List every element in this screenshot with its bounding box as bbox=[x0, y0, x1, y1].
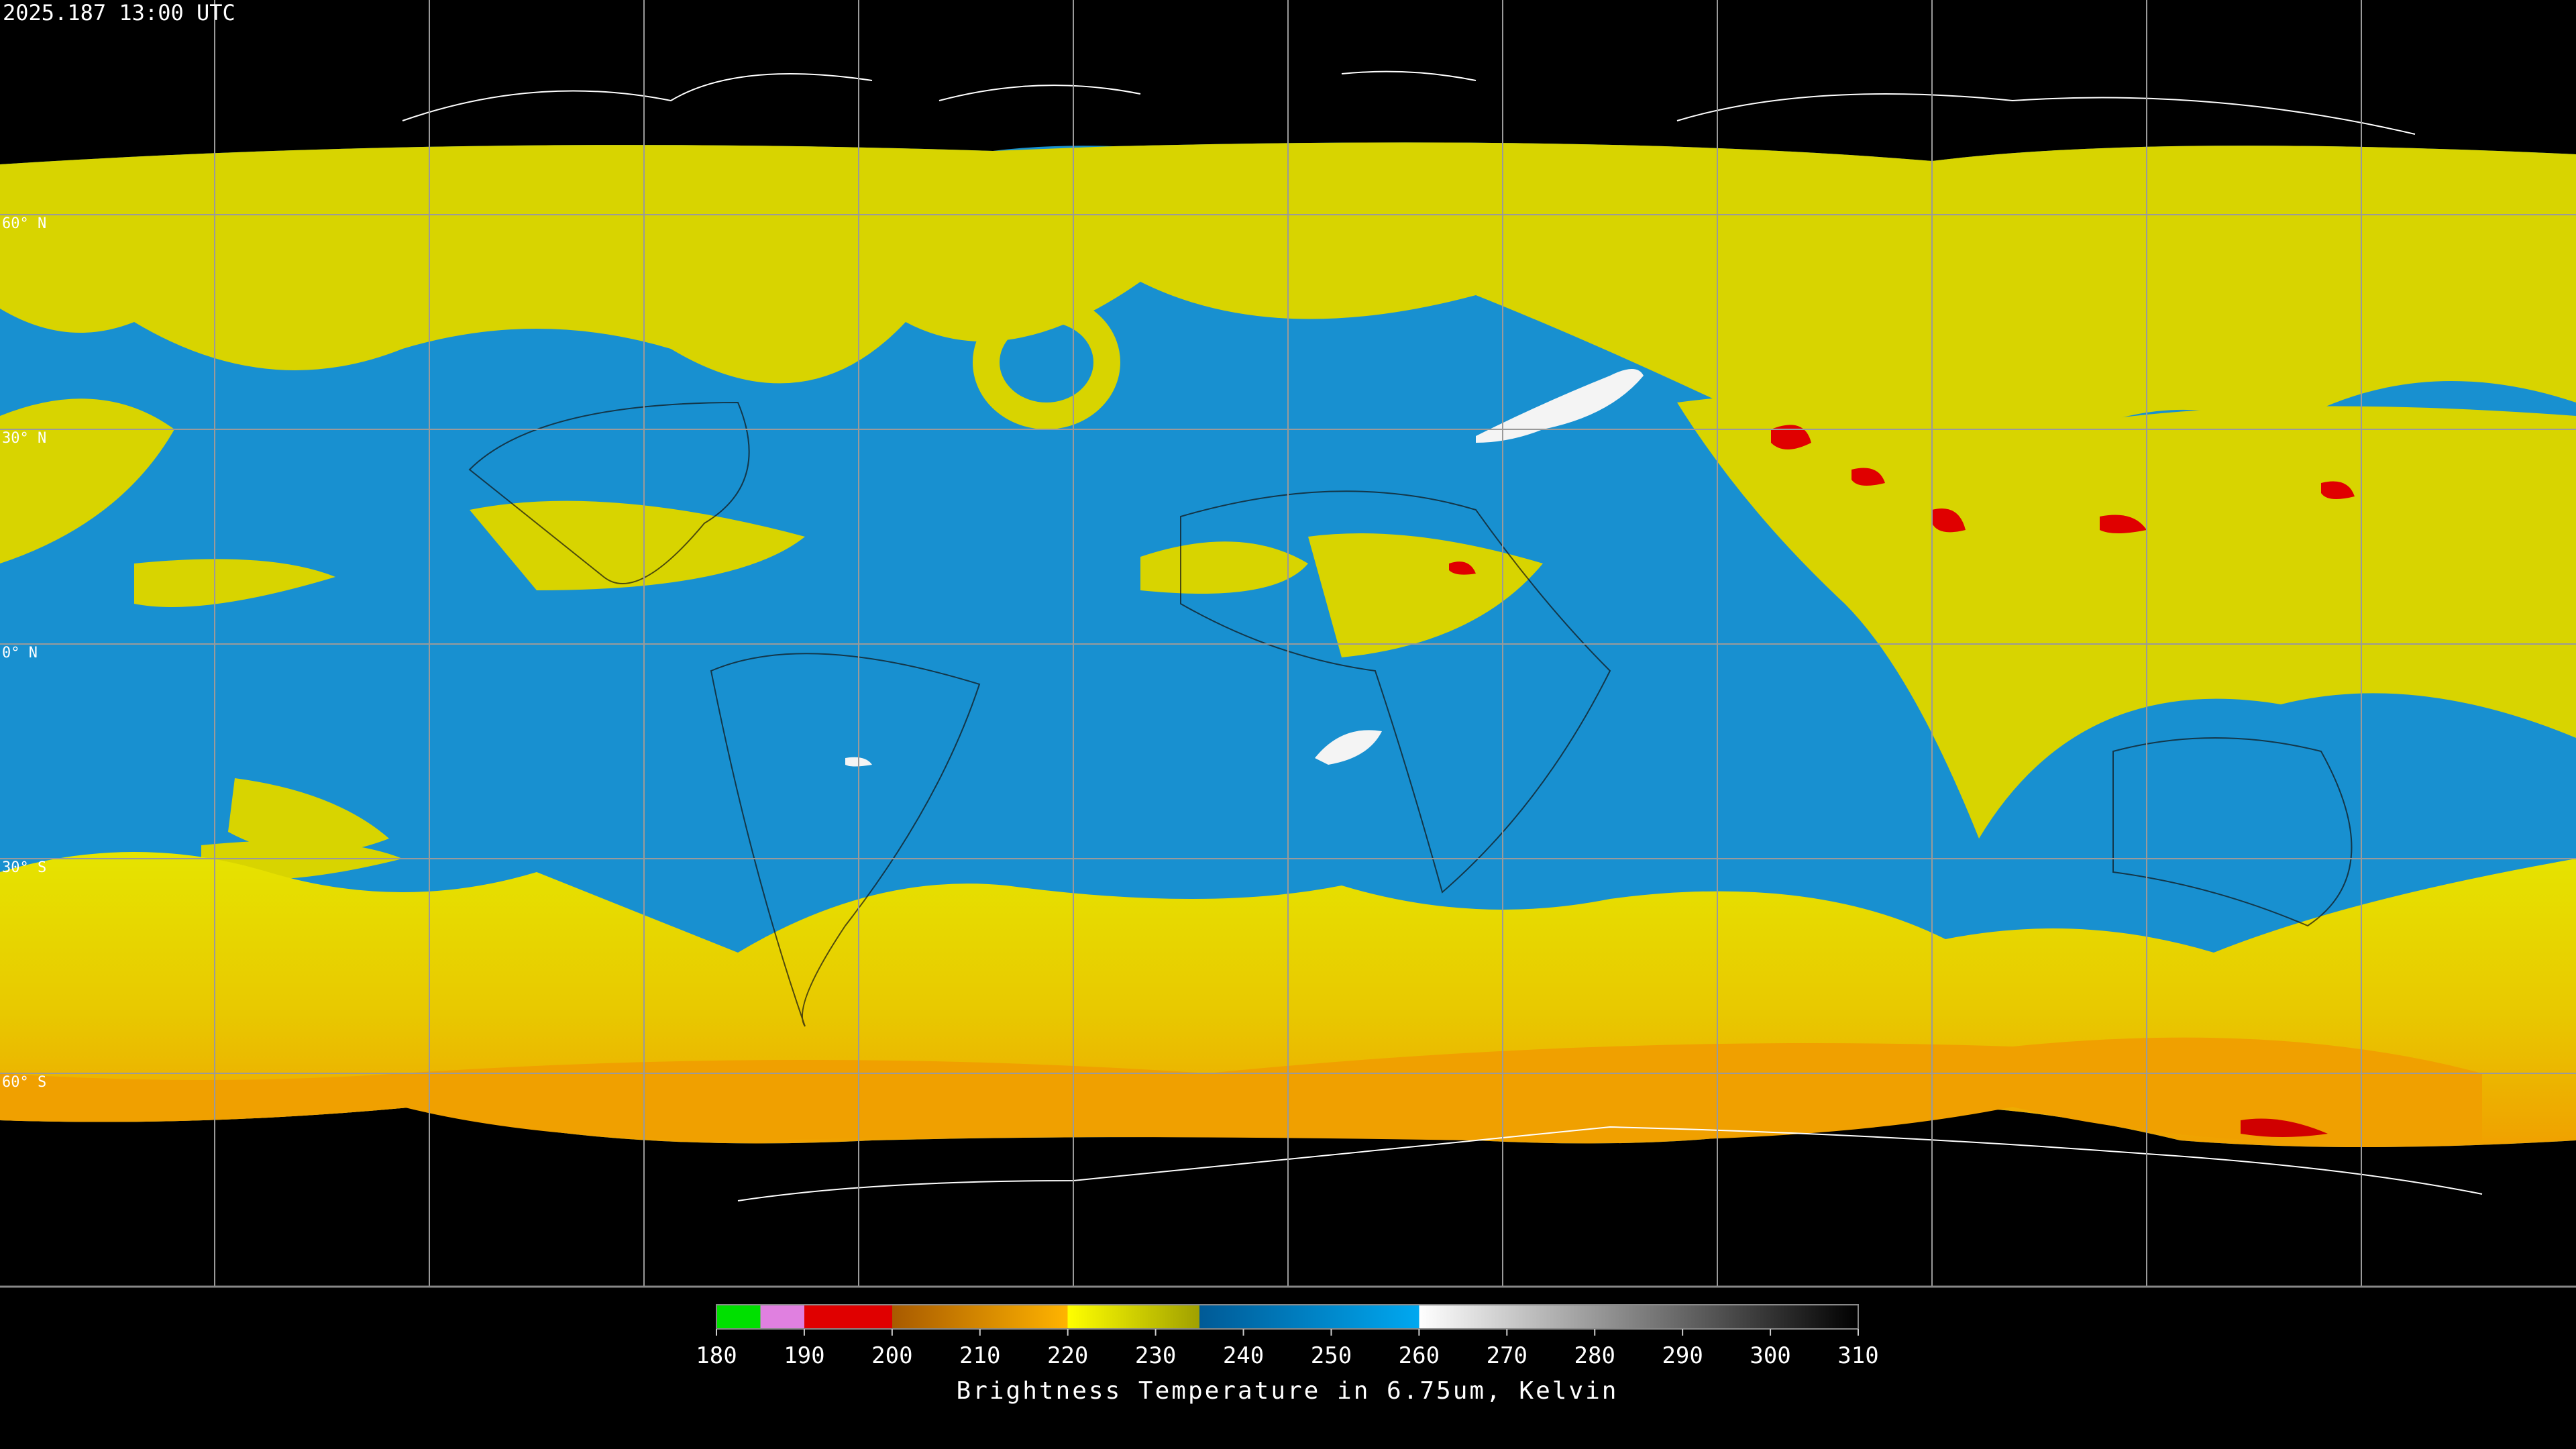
colorbar-tick-label: 210 bbox=[959, 1342, 1000, 1369]
latitude-label: 30° S bbox=[2, 859, 46, 876]
latitude-label: 60° N bbox=[2, 215, 46, 232]
colorbar: 180 190 200 210 220 230 240 250 260 270 280 290 300 3… bbox=[696, 1304, 1879, 1369]
colorbar-tick-label: 250 bbox=[1311, 1342, 1352, 1369]
timestamp: 2025.187 13:00 UTC bbox=[3, 0, 235, 25]
colorbar-tick-label: 190 bbox=[784, 1342, 824, 1369]
colorbar-tick-label: 220 bbox=[1047, 1342, 1088, 1369]
colorbar-tick-label: 290 bbox=[1662, 1342, 1703, 1369]
colorbar-tick-label: 240 bbox=[1223, 1342, 1264, 1369]
colorbar-tick-label: 260 bbox=[1399, 1342, 1440, 1369]
latitude-label: 0° N bbox=[2, 645, 38, 661]
colorbar-tick-label: 280 bbox=[1574, 1342, 1615, 1369]
colorbar-scale bbox=[716, 1304, 1859, 1330]
colorbar-tick-label: 200 bbox=[871, 1342, 912, 1369]
colorbar-tick-label: 180 bbox=[696, 1342, 737, 1369]
imagery bbox=[0, 0, 2576, 1287]
latitude-labels: 60° N 30° N 0° N 30° S 60° S bbox=[2, 215, 46, 1091]
colorbar-tick-label: 310 bbox=[1837, 1342, 1878, 1369]
colorbar-tick-label: 270 bbox=[1487, 1342, 1527, 1369]
colorbar-tick-label: 300 bbox=[1750, 1342, 1790, 1369]
colorbar-tick-label: 230 bbox=[1135, 1342, 1176, 1369]
colorbar-title: Brightness Temperature in 6.75um, Kelvin bbox=[957, 1377, 1619, 1405]
latitude-label: 30° N bbox=[2, 430, 46, 447]
latitude-label: 60° S bbox=[2, 1074, 46, 1091]
graticule bbox=[0, 0, 2576, 1287]
